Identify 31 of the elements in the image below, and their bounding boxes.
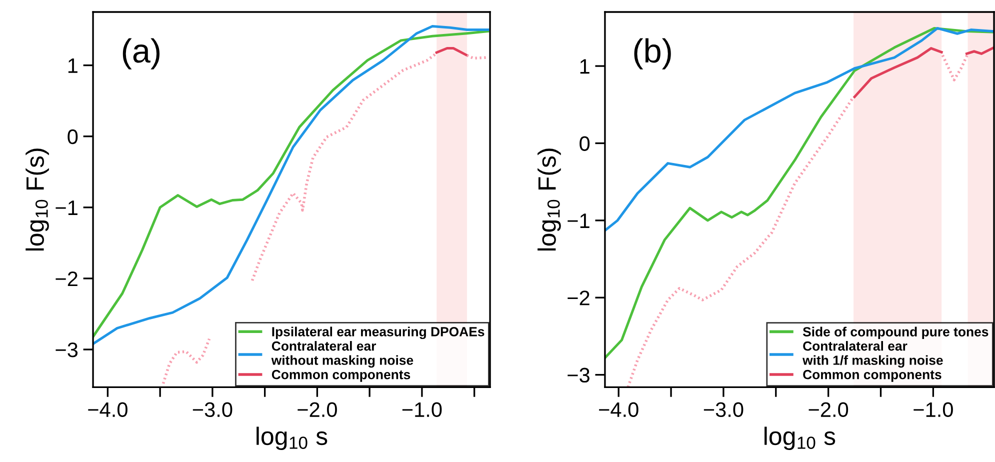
legend-label: Contralateral ear without masking noise: [271, 341, 414, 368]
x-axis-title: log$_{10}$ s: [764, 426, 836, 450]
x-tick-label: −4.0: [88, 402, 128, 418]
x-tick-label: −1.0: [914, 402, 953, 418]
y-tick-label: 0: [68, 129, 78, 144]
y-tick-label: 0: [580, 136, 590, 151]
y-tick-label: 1: [68, 58, 78, 73]
annotation: (b): [634, 38, 671, 70]
y-tick-label: −3: [56, 342, 78, 358]
y-tick-label: −3: [568, 368, 590, 383]
legend-label: Common components: [272, 370, 410, 382]
line-series: [604, 26, 994, 232]
legend-label: Ipsilateral ear measuring DPOAEs: [272, 326, 484, 340]
y-tick-label: 1: [580, 59, 590, 74]
x-tick-label: −4.0: [599, 402, 638, 418]
y-tick-label: −1: [56, 200, 78, 215]
legend-label: Common components: [803, 370, 942, 382]
annotation: (a): [122, 38, 160, 70]
y-axis-title: log$_{10}$ F(s): [26, 148, 49, 251]
y-tick-label: −2: [56, 271, 78, 286]
y-tick-label: −1: [568, 214, 590, 228]
x-tick-label: −2.0: [298, 402, 337, 418]
x-axis-title: log$_{10}$ s: [256, 426, 328, 450]
x-tick-label: −1.0: [402, 402, 442, 418]
y-tick-label: −2: [568, 290, 590, 306]
legend-label: Side of compound pure tones: [802, 326, 988, 340]
x-tick-label: −3.0: [192, 402, 232, 418]
y-axis-title: log$_{10}$ F(s): [538, 148, 561, 251]
x-tick-label: −2.0: [808, 402, 848, 418]
legend-label: Contralateral ear with 1/f masking noise: [802, 341, 943, 368]
x-tick-label: −3.0: [704, 402, 744, 418]
